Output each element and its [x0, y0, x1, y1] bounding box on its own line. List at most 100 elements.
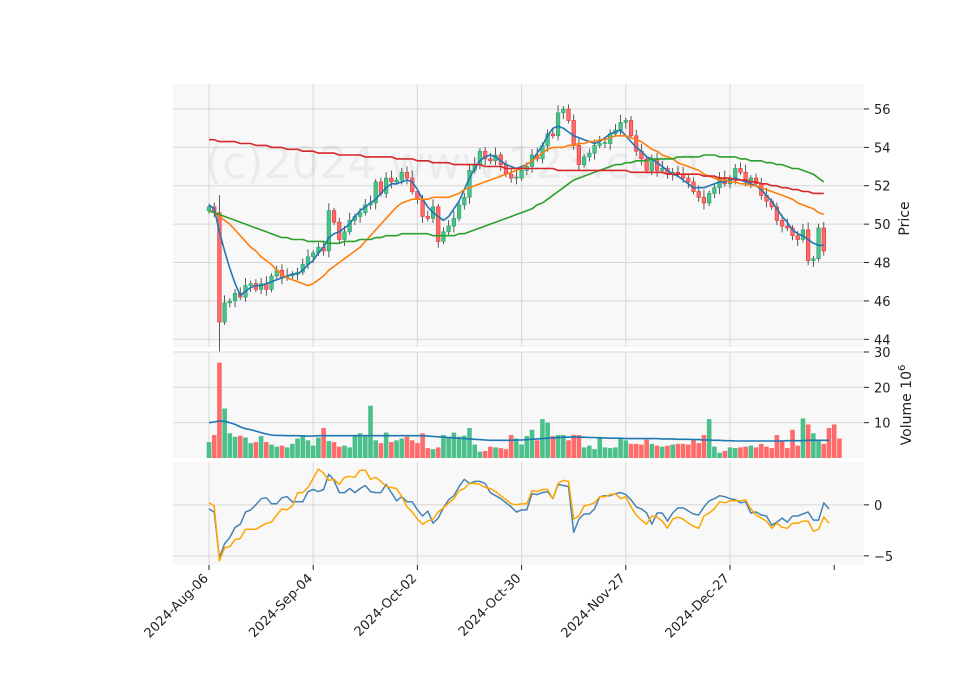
- candle: [561, 106, 566, 120]
- candle-body: [686, 177, 691, 183]
- candle-body: [311, 252, 316, 258]
- volume-bar: [237, 435, 243, 458]
- price-y-tick-label: 48: [874, 257, 891, 272]
- oscillator-a-line: [208, 473, 830, 559]
- volume-bar: [738, 447, 743, 458]
- volume-bar: [790, 429, 795, 458]
- candle-body: [227, 300, 232, 304]
- candle: [785, 218, 790, 231]
- volume-bar: [706, 419, 712, 458]
- candle-body: [519, 170, 524, 179]
- volume-bar: [227, 433, 233, 458]
- candle: [462, 192, 467, 210]
- candle-body: [701, 196, 707, 204]
- volume-bar: [498, 448, 504, 458]
- candle-body: [634, 135, 639, 152]
- x-tick-label: 2024-Oct-30: [456, 571, 524, 639]
- candle-body: [446, 225, 451, 233]
- volume-bar: [378, 443, 384, 458]
- volume-bar: [503, 449, 509, 458]
- volume-bar: [326, 441, 332, 458]
- candle-body: [394, 179, 399, 183]
- volume-bar: [597, 436, 603, 458]
- volume-bar: [633, 443, 639, 458]
- x-tick-label: 2024-Nov-27: [559, 571, 629, 641]
- candle-body: [628, 120, 634, 137]
- candle: [436, 203, 441, 248]
- volume-bar: [206, 442, 212, 458]
- candle-body: [774, 206, 779, 221]
- candle-body: [738, 168, 743, 173]
- volume-bar: [816, 439, 821, 458]
- volume-bar: [425, 448, 431, 458]
- volume-bar: [524, 436, 530, 458]
- volume-bar: [613, 447, 618, 458]
- volume-bar: [415, 443, 420, 458]
- volume-bar: [519, 444, 524, 458]
- candle: [248, 280, 253, 292]
- candle: [686, 175, 691, 189]
- volume-bar: [837, 438, 842, 458]
- candle-body: [436, 206, 441, 242]
- price-y-tick-label: 44: [874, 333, 891, 348]
- volume-bar: [211, 435, 217, 458]
- volume-bar: [696, 443, 702, 458]
- x-tick-label: 2024-Sep-04: [246, 571, 316, 641]
- candle: [342, 225, 347, 246]
- candle: [821, 222, 826, 256]
- candle-body: [785, 225, 790, 229]
- candle: [404, 166, 410, 185]
- candle: [425, 210, 430, 222]
- volume-bar: [670, 444, 675, 458]
- volume-bar: [758, 443, 764, 458]
- candle-body: [462, 196, 467, 206]
- volume-bar: [602, 447, 608, 458]
- volume-bar: [467, 427, 472, 458]
- price-y-tick-label: 56: [874, 103, 891, 118]
- candle-body: [654, 158, 660, 171]
- volume-bar: [514, 438, 519, 458]
- candle: [222, 295, 227, 325]
- candle-body: [248, 283, 253, 286]
- candle-body: [399, 172, 404, 181]
- volume-bar: [826, 427, 832, 458]
- candle-body: [566, 108, 571, 121]
- candle-body: [816, 227, 821, 259]
- volume-bar: [493, 447, 498, 458]
- candle-body: [623, 120, 628, 123]
- volume-bar: [269, 444, 274, 458]
- volume-bar: [623, 440, 629, 458]
- candle-body: [587, 152, 592, 158]
- volume-bar: [821, 443, 827, 458]
- volume-bar: [404, 436, 410, 458]
- volume-bar: [284, 447, 290, 458]
- candle-body: [456, 204, 462, 219]
- candle-body: [488, 158, 493, 162]
- candle-body: [561, 108, 566, 114]
- volume-bar: [769, 448, 774, 458]
- candle: [634, 129, 639, 156]
- candle-body: [425, 216, 430, 219]
- volume-bar: [680, 443, 686, 458]
- candle: [707, 190, 712, 206]
- volume-bar: [795, 445, 801, 458]
- candle: [738, 162, 743, 176]
- candle: [816, 223, 821, 262]
- volume-bar: [243, 437, 248, 458]
- volume-bars: [206, 362, 842, 458]
- volume-bar: [831, 424, 837, 458]
- candle-body: [712, 187, 717, 194]
- volume-bar: [686, 444, 691, 458]
- volume-bar: [581, 447, 587, 458]
- volume-bar: [639, 444, 644, 458]
- volume-bar: [571, 435, 576, 458]
- volume-bar: [785, 448, 790, 458]
- volume-bar: [472, 444, 478, 458]
- volume-bar: [342, 445, 347, 458]
- candle-body: [795, 235, 800, 240]
- volume-bar: [420, 433, 425, 458]
- volume-bar: [665, 445, 670, 458]
- volume-bar: [644, 439, 649, 458]
- candle: [602, 140, 608, 149]
- candle: [331, 207, 337, 226]
